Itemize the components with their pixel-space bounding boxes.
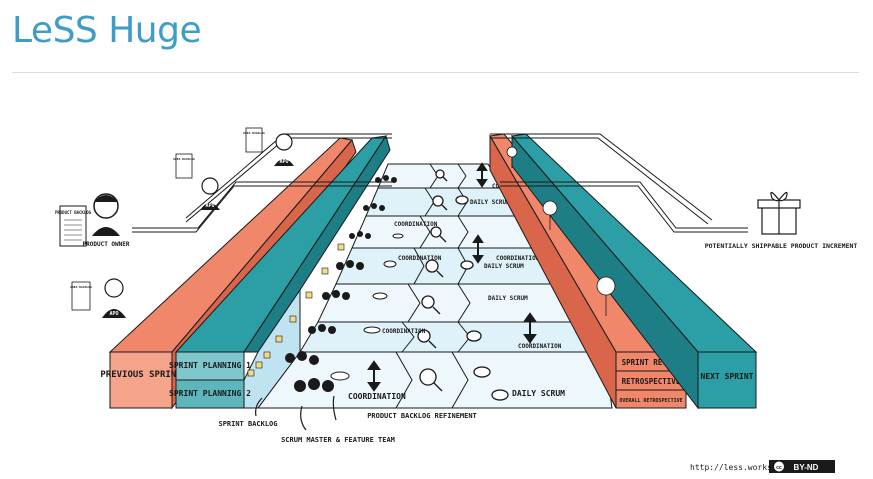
lane-coordination-main: COORDINATION: [348, 392, 406, 401]
increment-gift-icon: [757, 191, 801, 235]
apo-figures: [102, 133, 294, 318]
product-backlog-board: [59, 205, 87, 247]
area-backlog-label-3: AREA BACKLOG: [70, 285, 92, 289]
backlog-refinement-label: PRODUCT BACKLOG REFINEMENT: [367, 412, 477, 420]
credit-url: http://less.works: [690, 463, 772, 472]
scrum-master-discs: [330, 233, 404, 381]
lane-coordination-5: COORDINATION: [398, 255, 442, 262]
sprint-backlog-notes: [247, 243, 345, 377]
sprint-review-label: SPRINT REVIEW: [622, 358, 681, 367]
area-backlog-label-1: AREA BACKLOG: [243, 131, 265, 135]
page-title: LeSS Huge: [12, 10, 202, 51]
apo-label-1: APO: [279, 159, 288, 165]
next-sprint-wall: [511, 133, 758, 410]
sprint-planning-2-label: SPRINT PLANNING 2: [169, 389, 251, 398]
annotation-pointers: [255, 395, 337, 431]
area-backlog-label-2: AREA BACKLOG: [173, 157, 195, 161]
apo-label-3: APO: [109, 311, 118, 317]
sprint-planning-wall: [174, 134, 391, 409]
increment-label: POTENTIALLY SHIPPABLE PRODUCT INCREMENT: [705, 242, 858, 250]
pinwheel-icons: [506, 146, 616, 316]
apo-label-2: APO: [205, 203, 214, 209]
lane-daily-scrum-main: DAILY SCRUM: [512, 389, 565, 398]
lane-daily-scrum-2: DAILY SCRUM: [484, 263, 524, 270]
lane-daily-scrum-3: DAILY SCRUM: [488, 295, 528, 302]
sprint-planning-1-label: SPRINT PLANNING 1: [169, 361, 251, 370]
sprint-backlog-label: SPRINT BACKLOG: [218, 420, 277, 428]
coordination-arrows: [367, 162, 537, 392]
lane-coordination-4: COORDINATION: [394, 221, 438, 228]
area-backlog-boards: [71, 127, 263, 311]
retrospective-label: RETROSPECTIVE: [622, 377, 681, 386]
product-owner-figure: [92, 193, 120, 236]
scrum-master-team-label: SCRUM MASTER & FEATURE TEAM: [281, 436, 395, 444]
cc-icon: cc: [776, 465, 782, 471]
feature-teams: [285, 175, 397, 392]
lane-coordination-3: COORDINATION: [518, 343, 562, 350]
overall-retrospective-label: OVERALL RETROSPECTIVE: [619, 398, 682, 404]
next-sprint-label: NEXT SPRINT: [701, 372, 754, 381]
license-badge: cc BY-ND: [769, 460, 835, 473]
lane-coordination-2: COORDINATION: [496, 255, 540, 262]
title-divider: [12, 72, 859, 73]
license-label: BY-ND: [794, 463, 819, 472]
lane-coordination-6: COORDINATION: [382, 328, 426, 335]
product-owner-label: PRODUCT OWNER: [83, 241, 130, 248]
lane-icons: [417, 169, 509, 401]
lane-daily-scrum-1: DAILY SCRUM: [470, 199, 510, 206]
product-backlog-label: PRODUCT BACKLOG: [55, 210, 92, 215]
less-huge-diagram: COORDINATION DAILY SCRUM COORDINATION DA…: [55, 127, 858, 473]
previous-sprint-label: PREVIOUS SPRINT: [100, 370, 182, 380]
